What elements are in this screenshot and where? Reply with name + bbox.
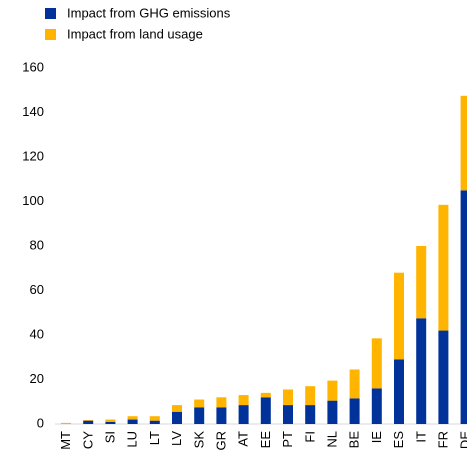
- bar-segment: [371, 388, 382, 424]
- x-tick-label: LV: [169, 431, 184, 446]
- bar-segment: [394, 272, 404, 360]
- legend-swatch: [45, 8, 56, 19]
- x-tick-label: ES: [391, 431, 406, 449]
- x-tick-label: PT: [280, 431, 295, 448]
- bar-segment: [305, 405, 316, 424]
- bar-segment: [172, 405, 182, 412]
- bar-segment: [438, 330, 449, 424]
- x-tick-label: AT: [236, 431, 251, 447]
- bar-segment: [83, 419, 94, 421]
- y-tick-label: 120: [22, 148, 44, 163]
- bar-segment: [172, 411, 182, 424]
- bar-segment: [371, 338, 382, 389]
- bar-segment: [460, 95, 467, 191]
- bar-segment: [238, 395, 249, 406]
- y-tick-label: 100: [22, 193, 44, 208]
- bar-segment: [260, 392, 271, 398]
- x-tick-label: GR: [213, 431, 228, 451]
- bar-segment: [238, 405, 249, 424]
- legend-swatch: [45, 29, 56, 40]
- bar-segment: [349, 398, 360, 424]
- bar-segment: [283, 405, 293, 424]
- x-tick-label: LU: [125, 431, 140, 448]
- y-tick-label: 140: [22, 104, 44, 119]
- x-tick-label: IE: [369, 431, 384, 444]
- bar-segment: [438, 204, 449, 331]
- bar-segment: [327, 400, 338, 424]
- x-tick-label: SI: [102, 431, 117, 443]
- x-tick-label: LT: [147, 431, 162, 445]
- bar-segment: [127, 416, 138, 420]
- x-tick-label: FI: [302, 431, 317, 443]
- bar-segment: [216, 397, 227, 408]
- y-tick-label: 0: [37, 415, 44, 430]
- x-tick-label: DE: [458, 431, 467, 449]
- bar-segment: [194, 407, 205, 424]
- x-tick-label: IT: [413, 431, 428, 443]
- x-tick-label: BE: [347, 431, 362, 449]
- y-tick-label: 20: [30, 371, 44, 386]
- y-tick-label: 80: [30, 237, 44, 252]
- y-tick-label: 160: [22, 59, 44, 74]
- x-tick-label: SK: [191, 431, 206, 449]
- bar-segment: [260, 397, 271, 424]
- bar-segment: [216, 407, 227, 424]
- bar-segment: [416, 318, 427, 424]
- bar-segment: [105, 419, 116, 422]
- x-tick-label: NL: [324, 431, 339, 448]
- bar-segment: [83, 420, 94, 424]
- y-tick-label: 40: [30, 326, 44, 341]
- bar-segment: [416, 246, 427, 319]
- bar-segment: [149, 416, 160, 421]
- bar-segment: [305, 386, 316, 406]
- legend-label: Impact from land usage: [67, 26, 203, 41]
- x-tick-label: CY: [80, 431, 95, 449]
- x-tick-label: MT: [58, 431, 73, 450]
- bar-segment: [394, 359, 404, 424]
- legend-label: Impact from GHG emissions: [67, 5, 231, 20]
- bar-segment: [283, 389, 293, 406]
- bar-segment: [460, 190, 467, 424]
- x-tick-label: EE: [258, 431, 273, 449]
- bar-segment: [194, 399, 205, 408]
- bar-segment: [127, 419, 138, 424]
- bar-segment: [105, 421, 116, 424]
- bar-segment: [349, 369, 360, 399]
- bar-segment: [61, 422, 71, 424]
- bar-segment: [149, 420, 160, 424]
- x-tick-label: FR: [435, 431, 450, 448]
- bar-segment: [327, 380, 338, 401]
- y-tick-label: 60: [30, 282, 44, 297]
